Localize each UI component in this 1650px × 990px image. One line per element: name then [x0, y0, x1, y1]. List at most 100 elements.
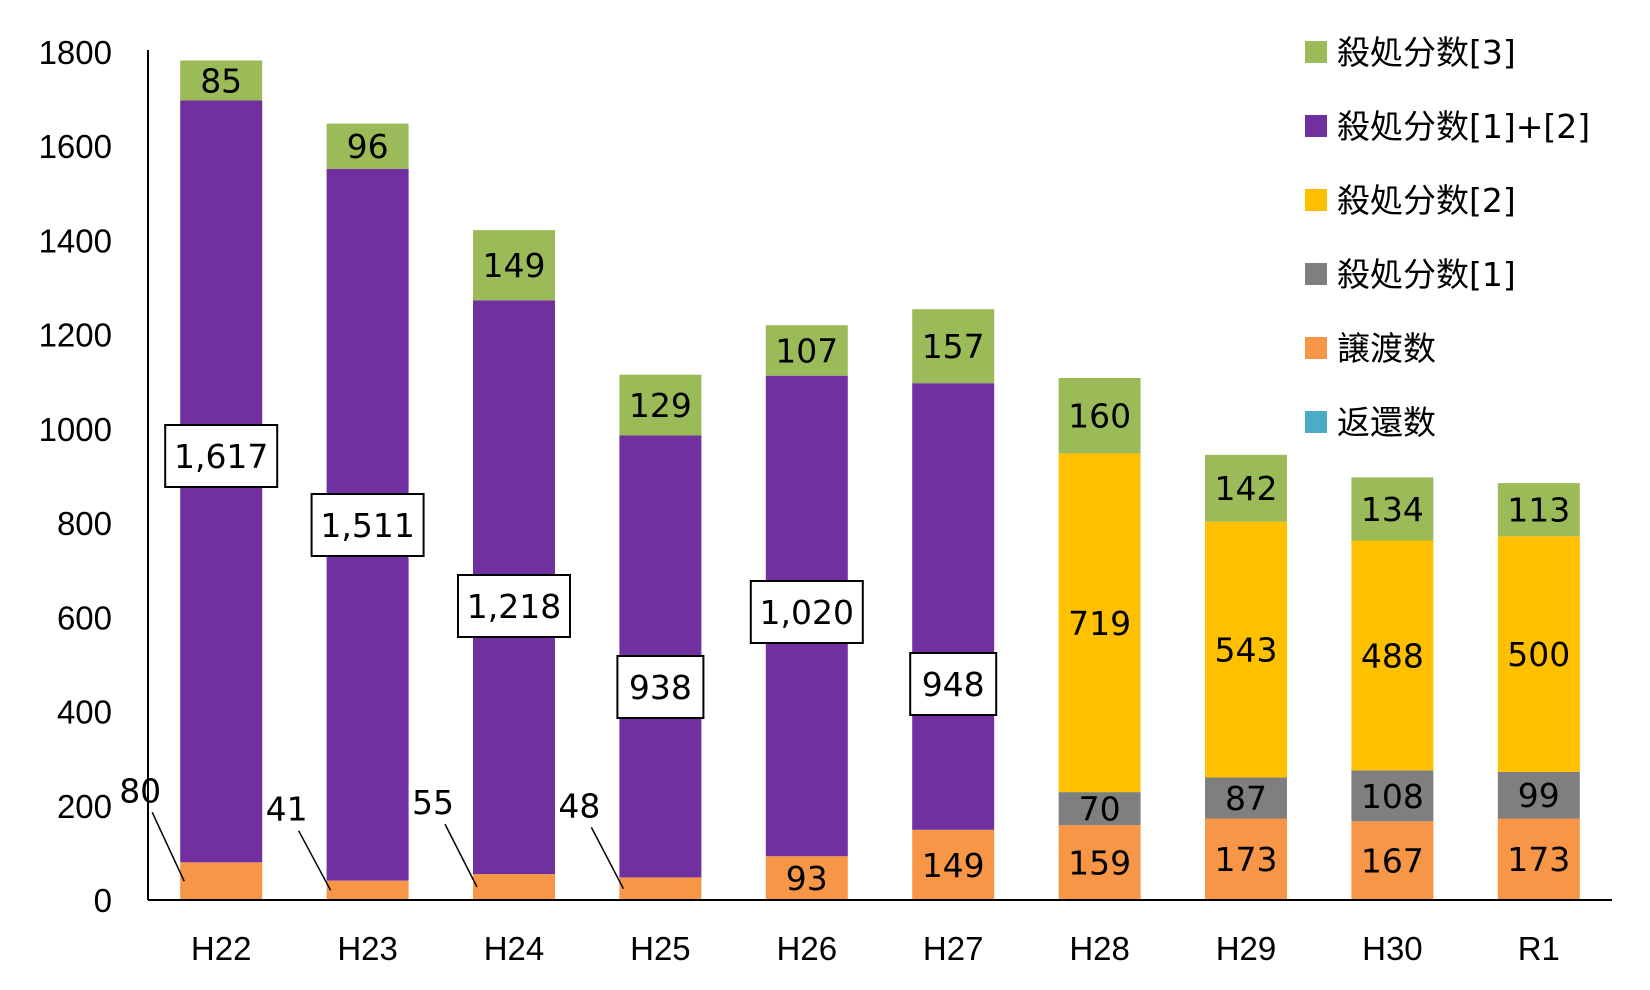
- data-label-euthanasia-3-h24: 149: [483, 246, 546, 285]
- y-tick-label: 800: [57, 505, 112, 542]
- data-label-euthanasia-3-h23: 96: [347, 127, 389, 166]
- x-tick-label-h24: H24: [484, 930, 545, 967]
- data-label-euthanasia-1-h28: 70: [1079, 790, 1121, 829]
- data-label-euthanasia-3-h29: 142: [1215, 469, 1278, 508]
- data-label-euthanasia-1-2-h23: 1,511: [320, 506, 414, 545]
- y-tick-label: 1200: [39, 317, 112, 354]
- data-label-euthanasia-1-2-h25: 938: [629, 668, 692, 707]
- x-tick-label-h29: H29: [1216, 930, 1277, 967]
- data-label-euthanasia-1-r1: 99: [1518, 776, 1560, 815]
- bar-transfer-h27: [912, 829, 995, 900]
- x-tick-label-h26: H26: [777, 930, 838, 967]
- x-tick-label-h28: H28: [1069, 930, 1130, 967]
- data-label-transfer-h26: 93: [786, 859, 828, 898]
- bar-euthanasia-3-h25: [619, 374, 702, 436]
- bar-transfer-r1: [1497, 818, 1580, 900]
- legend-swatch-euthanasia-1-2: [1305, 115, 1327, 137]
- x-tick-label-h25: H25: [630, 930, 691, 967]
- data-label-transfer-h25: 48: [558, 786, 600, 825]
- data-label-box-h23: [310, 493, 425, 557]
- data-labels-layer: 80 41 55 48 93 149 159 173 167 173 70 87 108 99 719 543…: [119, 62, 1570, 899]
- bar-euthanasia-1-2-h27: [912, 383, 995, 830]
- x-tick-label-h23: H23: [337, 930, 398, 967]
- bar-transfer-h29: [1205, 818, 1287, 900]
- leader-line-h24: [444, 823, 478, 888]
- y-tick-label: 600: [57, 599, 112, 636]
- bar-euthanasia-2-h30: [1351, 540, 1434, 771]
- y-tick-label: 1800: [39, 34, 112, 71]
- legend-swatch-euthanasia-1: [1305, 263, 1327, 285]
- legend-label-euthanasia-1-2: 殺処分数[1]+[2]: [1337, 107, 1590, 146]
- y-tick-label: 1600: [39, 128, 112, 165]
- data-label-transfer-h24: 55: [412, 783, 454, 822]
- data-label-box-h27: [909, 652, 998, 716]
- data-label-euthanasia-3-h27: 157: [922, 327, 985, 366]
- leader-line-h25: [590, 827, 625, 890]
- y-tick-label: 200: [57, 788, 112, 825]
- x-tick-label-h22: H22: [191, 930, 252, 967]
- legend-label-return: 返還数: [1337, 403, 1436, 442]
- legend-swatch-transfer: [1305, 337, 1327, 359]
- legend-label-transfer: 譲渡数: [1337, 329, 1436, 368]
- bar-euthanasia-1-h29: [1205, 777, 1287, 819]
- data-label-euthanasia-3-h25: 129: [629, 386, 692, 425]
- bar-euthanasia-3-h29: [1205, 454, 1287, 522]
- data-label-box-h25: [616, 655, 705, 719]
- bar-euthanasia-3-h27: [912, 309, 995, 384]
- data-label-transfer-h23: 41: [266, 790, 308, 829]
- data-label-euthanasia-3-h26: 107: [775, 331, 838, 370]
- data-label-euthanasia-1-h30: 108: [1361, 777, 1424, 816]
- leader-line-h22: [151, 811, 185, 882]
- bar-transfer-h30: [1351, 821, 1434, 900]
- data-label-transfer-r1: 173: [1507, 840, 1570, 879]
- bar-euthanasia-2-r1: [1497, 536, 1580, 772]
- bar-euthanasia-1-h28: [1058, 792, 1141, 826]
- legend-swatch-euthanasia-3: [1305, 41, 1327, 63]
- bar-euthanasia-3-h23: [326, 123, 409, 169]
- x-tick-label-h27: H27: [923, 930, 984, 967]
- legend-swatch-return: [1305, 411, 1327, 433]
- bar-euthanasia-3-h24: [473, 230, 555, 301]
- y-tick-label: 1000: [39, 411, 112, 448]
- data-label-transfer-h29: 173: [1215, 840, 1278, 879]
- data-label-euthanasia-1-h29: 87: [1225, 779, 1267, 818]
- data-label-euthanasia-1-2-h22: 1,617: [174, 437, 268, 476]
- bar-transfer-h26: [765, 856, 848, 900]
- leader-line-h23: [297, 830, 332, 891]
- legend-label-euthanasia-3: 殺処分数[3]: [1337, 33, 1516, 72]
- bar-euthanasia-3-r1: [1497, 483, 1580, 537]
- bar-euthanasia-2-h28: [1058, 453, 1141, 793]
- data-label-euthanasia-1-2-h27: 948: [922, 665, 985, 704]
- data-label-box-h24: [457, 574, 571, 638]
- bar-euthanasia-1-r1: [1497, 771, 1580, 819]
- data-label-euthanasia-3-h30: 134: [1361, 490, 1424, 529]
- bars-layer: [180, 60, 1580, 900]
- data-label-euthanasia-2-r1: 500: [1507, 635, 1570, 674]
- data-label-transfer-h30: 167: [1361, 842, 1424, 881]
- data-label-transfer-h22: 80: [119, 771, 161, 810]
- data-label-box-h22: [164, 424, 279, 488]
- data-label-euthanasia-3-h22: 85: [200, 62, 242, 101]
- y-tick-label: 400: [57, 694, 112, 731]
- data-label-euthanasia-1-2-h26: 1,020: [760, 593, 854, 632]
- legend-label-euthanasia-2: 殺処分数[2]: [1337, 181, 1516, 220]
- bar-euthanasia-2-h29: [1205, 521, 1287, 778]
- bar-transfer-h22: [180, 862, 263, 900]
- bar-transfer-h24: [473, 874, 555, 900]
- data-label-transfer-h28: 159: [1068, 844, 1131, 883]
- bar-euthanasia-1-h30: [1351, 770, 1434, 822]
- legend-label-euthanasia-1: 殺処分数[1]: [1337, 255, 1516, 294]
- data-label-euthanasia-3-r1: 113: [1507, 491, 1570, 530]
- bar-transfer-h25: [619, 877, 702, 900]
- data-label-euthanasia-2-h28: 719: [1068, 604, 1131, 643]
- bar-euthanasia-3-h30: [1351, 477, 1434, 541]
- bar-transfer-h28: [1058, 825, 1141, 900]
- bar-transfer-h23: [326, 880, 409, 900]
- legend-swatch-euthanasia-2: [1305, 189, 1327, 211]
- bar-euthanasia-3-h28: [1058, 378, 1141, 454]
- data-label-box-h26: [749, 580, 864, 644]
- y-tick-label: 0: [94, 882, 112, 919]
- x-tick-label-r1: R1: [1518, 930, 1560, 967]
